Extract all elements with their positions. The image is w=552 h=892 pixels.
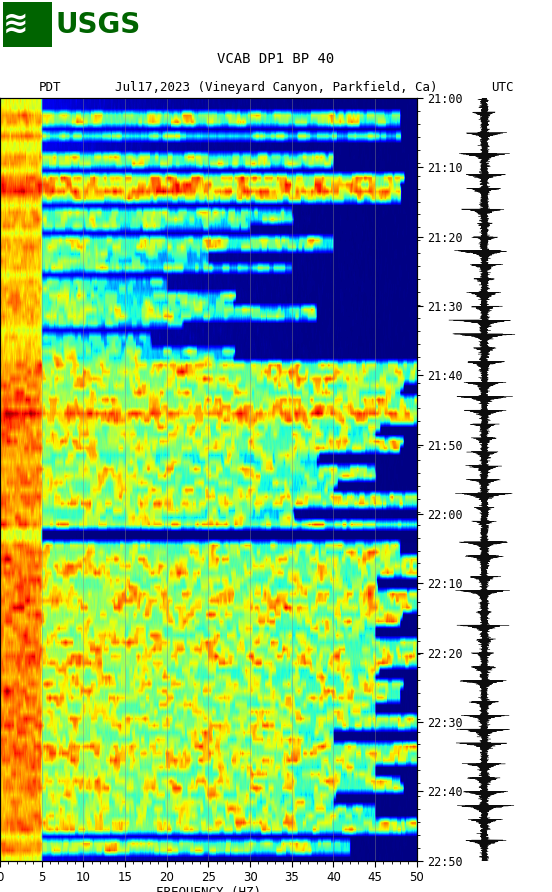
Text: USGS: USGS xyxy=(55,11,140,38)
Bar xyxy=(3,3,52,46)
Text: ≋: ≋ xyxy=(3,10,28,39)
X-axis label: FREQUENCY (HZ): FREQUENCY (HZ) xyxy=(156,886,261,892)
Text: PDT: PDT xyxy=(39,81,61,94)
Text: VCAB DP1 BP 40: VCAB DP1 BP 40 xyxy=(217,52,335,65)
Text: Jul17,2023 (Vineyard Canyon, Parkfield, Ca): Jul17,2023 (Vineyard Canyon, Parkfield, … xyxy=(115,81,437,94)
Text: UTC: UTC xyxy=(491,81,513,94)
